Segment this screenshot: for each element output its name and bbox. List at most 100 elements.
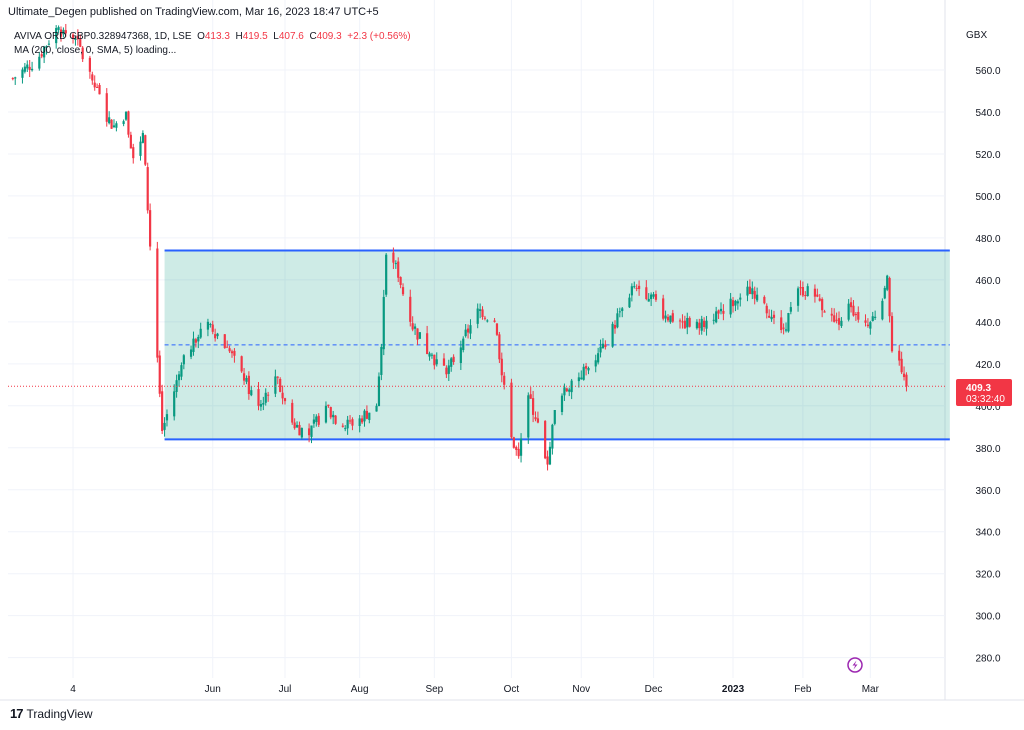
candle-body bbox=[698, 322, 701, 329]
x-tick-label: Mar bbox=[862, 684, 880, 695]
candle-body bbox=[544, 421, 547, 459]
price-badge-price: 409.3 bbox=[966, 383, 991, 394]
candle-body bbox=[890, 316, 894, 352]
candle-body bbox=[334, 415, 337, 424]
candle-body bbox=[240, 356, 243, 372]
candle-body bbox=[563, 387, 566, 396]
candle-body bbox=[813, 288, 817, 297]
candle-body bbox=[418, 332, 421, 339]
candle-body bbox=[519, 438, 523, 456]
candle-body bbox=[45, 45, 48, 48]
candle-body bbox=[900, 358, 903, 373]
candle-body bbox=[772, 314, 776, 318]
candle-body bbox=[351, 419, 354, 426]
candle-body bbox=[14, 77, 17, 79]
x-tick-label: Jun bbox=[205, 684, 221, 695]
candle-body bbox=[459, 347, 462, 364]
candle-body bbox=[765, 305, 768, 314]
candle-body bbox=[242, 373, 246, 381]
candle-body bbox=[611, 323, 614, 347]
flash-icon[interactable] bbox=[847, 657, 863, 673]
price-channel[interactable] bbox=[164, 249, 950, 441]
legend-low: 407.6 bbox=[278, 31, 304, 42]
candle-body bbox=[26, 64, 29, 69]
candle-body bbox=[182, 355, 185, 365]
candle-body bbox=[317, 415, 320, 425]
candle-body bbox=[315, 416, 318, 423]
candle-body bbox=[483, 317, 487, 319]
x-tick-label: Feb bbox=[794, 684, 812, 695]
candle-body bbox=[435, 359, 438, 365]
time-axis[interactable]: 4 Jun Jul Aug Sep Oct Nov Dec 2023 Feb Mar bbox=[70, 684, 879, 695]
candle-body bbox=[517, 448, 520, 457]
candle-body bbox=[857, 311, 860, 320]
candle-body bbox=[276, 376, 279, 378]
candle-body bbox=[192, 338, 195, 352]
legend-symbol: AVIVA ORD GBP0.328947368, 1D, LSE bbox=[14, 31, 192, 42]
candle-body bbox=[804, 295, 807, 297]
candle-body bbox=[71, 34, 75, 39]
candle-body bbox=[548, 446, 552, 465]
candle-body bbox=[902, 373, 906, 378]
candle-body bbox=[604, 344, 607, 348]
candle-body bbox=[230, 351, 234, 354]
candle-body bbox=[703, 320, 706, 328]
x-tick-label: Nov bbox=[572, 684, 590, 695]
candle-body bbox=[746, 286, 749, 296]
candle-body bbox=[28, 66, 31, 70]
candle-body bbox=[81, 47, 84, 60]
candle-body bbox=[274, 376, 277, 394]
legend-ohlc-row: AVIVA ORD GBP0.328947368, 1D, LSE O413.3… bbox=[14, 30, 411, 44]
candle-body bbox=[864, 320, 867, 323]
candle-body bbox=[739, 297, 742, 300]
candle-body bbox=[428, 353, 431, 357]
candle-body bbox=[818, 298, 821, 301]
candle-body bbox=[329, 407, 332, 418]
candle-body bbox=[731, 300, 735, 307]
candle-body bbox=[476, 308, 479, 324]
candle-body bbox=[553, 409, 556, 424]
y-tick-label: 420.0 bbox=[975, 360, 1000, 371]
candle-body bbox=[312, 419, 316, 424]
x-tick-label: Oct bbox=[504, 684, 520, 695]
y-tick-label: 560.0 bbox=[975, 66, 1000, 77]
candle-body bbox=[346, 419, 349, 429]
candle-body bbox=[399, 277, 402, 285]
candle-body bbox=[806, 286, 809, 297]
candle-body bbox=[267, 394, 270, 396]
candle-body bbox=[194, 339, 197, 343]
candle-body bbox=[91, 74, 94, 81]
candle-body bbox=[173, 391, 176, 417]
candle-body bbox=[503, 375, 506, 385]
candle-body bbox=[259, 404, 263, 407]
candle-body bbox=[565, 388, 568, 392]
candle-body bbox=[888, 277, 891, 317]
candle-body bbox=[647, 298, 650, 302]
grid-lines bbox=[0, 0, 1024, 701]
candle-body bbox=[38, 56, 41, 69]
candle-body bbox=[30, 68, 34, 71]
x-tick-label: 2023 bbox=[722, 684, 745, 695]
candle-body bbox=[599, 346, 602, 353]
candle-body bbox=[801, 286, 804, 296]
candle-body bbox=[782, 327, 785, 329]
candle-body bbox=[637, 285, 641, 290]
candle-body bbox=[883, 287, 886, 299]
legend-change: +2.3 (+0.56%) bbox=[347, 31, 411, 42]
candle-body bbox=[409, 296, 412, 322]
candle-body bbox=[678, 320, 682, 322]
series-legend[interactable]: AVIVA ORD GBP0.328947368, 1D, LSE O413.3… bbox=[14, 30, 411, 58]
candle-body bbox=[837, 318, 841, 325]
candle-body bbox=[139, 141, 142, 156]
price-axis[interactable]: 560.0 540.0 520.0 500.0 480.0 460.0 440.0 420.0… bbox=[966, 30, 1001, 665]
candle-body bbox=[108, 117, 111, 124]
candle-body bbox=[445, 367, 448, 375]
candle-body bbox=[293, 422, 296, 429]
candle-body bbox=[344, 428, 347, 430]
candle-body bbox=[532, 398, 535, 415]
footer-brand[interactable]: 17 TradingView bbox=[10, 706, 93, 721]
candle-body bbox=[570, 380, 573, 393]
candle-body bbox=[866, 324, 870, 327]
candle-body bbox=[871, 316, 874, 322]
